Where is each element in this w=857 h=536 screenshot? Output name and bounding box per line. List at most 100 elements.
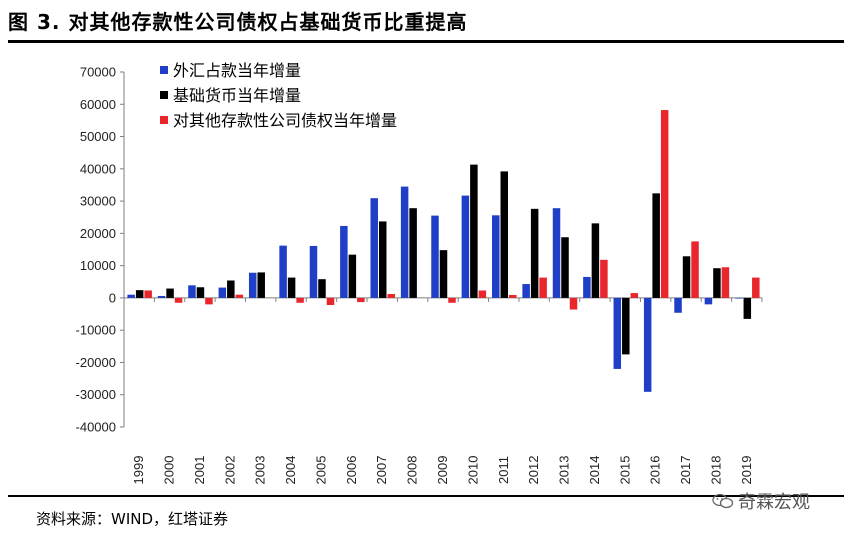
y-tick-label: -30000 [76,387,116,402]
bar [652,193,660,298]
x-tick-label: 2011 [496,456,511,484]
y-tick-label: 30000 [80,194,116,209]
x-tick-label: 2003 [253,456,268,485]
x-tick-label: 2012 [526,456,541,485]
bar [509,295,517,298]
x-tick-label: 2008 [405,456,420,485]
bar [539,277,547,298]
bar [135,290,144,298]
bar [205,297,213,305]
bar [600,259,608,298]
bar [248,272,257,298]
bar [704,297,713,305]
bar [674,297,682,313]
legend-label: 基础货币当年增量 [173,86,301,105]
bar [622,297,630,355]
bar [660,110,669,298]
x-tick-label: 2010 [465,456,480,485]
bar [478,290,487,298]
x-tick-label: 2006 [344,456,359,485]
bar [144,290,152,298]
x-tick-label: 2013 [557,456,572,485]
bar [326,297,335,306]
bar [461,195,470,298]
watermark-text: 奇霖宏观 [738,492,810,513]
bar [227,280,235,298]
bar [296,297,304,303]
bar [400,186,409,298]
bar [735,297,743,299]
legend-swatch [160,66,168,74]
bar [561,237,569,298]
bar [370,198,378,298]
bar [318,279,326,298]
legend-swatch [160,91,168,99]
y-tick-label: -20000 [76,355,116,370]
wechat-icon [712,493,734,509]
chart-bars [127,110,760,392]
y-tick-label: 40000 [80,161,116,176]
y-tick-label: 0 [109,290,116,305]
x-tick-label: 1999 [131,456,146,485]
y-tick-label: -40000 [76,420,116,435]
x-tick-label: 2007 [374,456,389,485]
y-tick-label: 60000 [80,97,116,112]
x-tick-label: 2015 [617,456,632,485]
x-tick-label: 2005 [313,456,328,485]
y-tick-label: 70000 [80,65,116,80]
watermark: 奇霖宏观 [712,488,810,514]
bar [287,277,296,298]
bar [682,256,691,298]
bar [721,267,730,298]
bar [691,241,699,298]
footer-divider [8,495,844,497]
x-tick-label: 2016 [648,456,663,485]
bar [448,297,456,303]
y-tick-label: 50000 [80,129,116,144]
bar [409,208,417,298]
bar [157,295,166,298]
legend-swatch [160,116,168,124]
bar [166,288,174,298]
bar [340,225,348,298]
x-tick-label: 2019 [739,456,754,485]
bar [613,297,622,369]
bar [713,268,721,298]
x-tick-label: 2000 [162,456,177,485]
legend-label: 外汇占款当年增量 [173,61,301,80]
y-tick-label: 10000 [80,258,116,273]
bar [522,284,530,298]
bar [309,245,318,298]
x-tick-label: 2017 [678,456,693,485]
bar [643,297,652,392]
bar [630,293,639,298]
x-tick-label: 2004 [283,456,298,485]
bar [439,250,448,298]
bar [174,297,183,303]
bar [583,276,591,298]
bar [387,294,395,298]
x-tick-label: 2014 [587,456,602,485]
title-divider [8,40,844,43]
bar [431,215,439,298]
bar [348,254,357,298]
y-tick-label: 20000 [80,226,116,241]
legend-label: 对其他存款性公司债权当年增量 [173,111,397,130]
bar [569,297,578,310]
bar [530,208,539,298]
bar [752,277,760,298]
bar [279,245,287,298]
y-tick-label: -10000 [76,323,116,338]
x-tick-label: 2009 [435,456,450,485]
bar [196,287,205,298]
bar [743,297,752,319]
bar [235,294,244,298]
bar [188,285,196,298]
bar [127,294,135,298]
bar [470,164,478,298]
bar [492,215,500,298]
bar [357,297,365,303]
bar [218,287,227,298]
source-note: 资料来源：WIND，红塔证券 [36,510,229,528]
